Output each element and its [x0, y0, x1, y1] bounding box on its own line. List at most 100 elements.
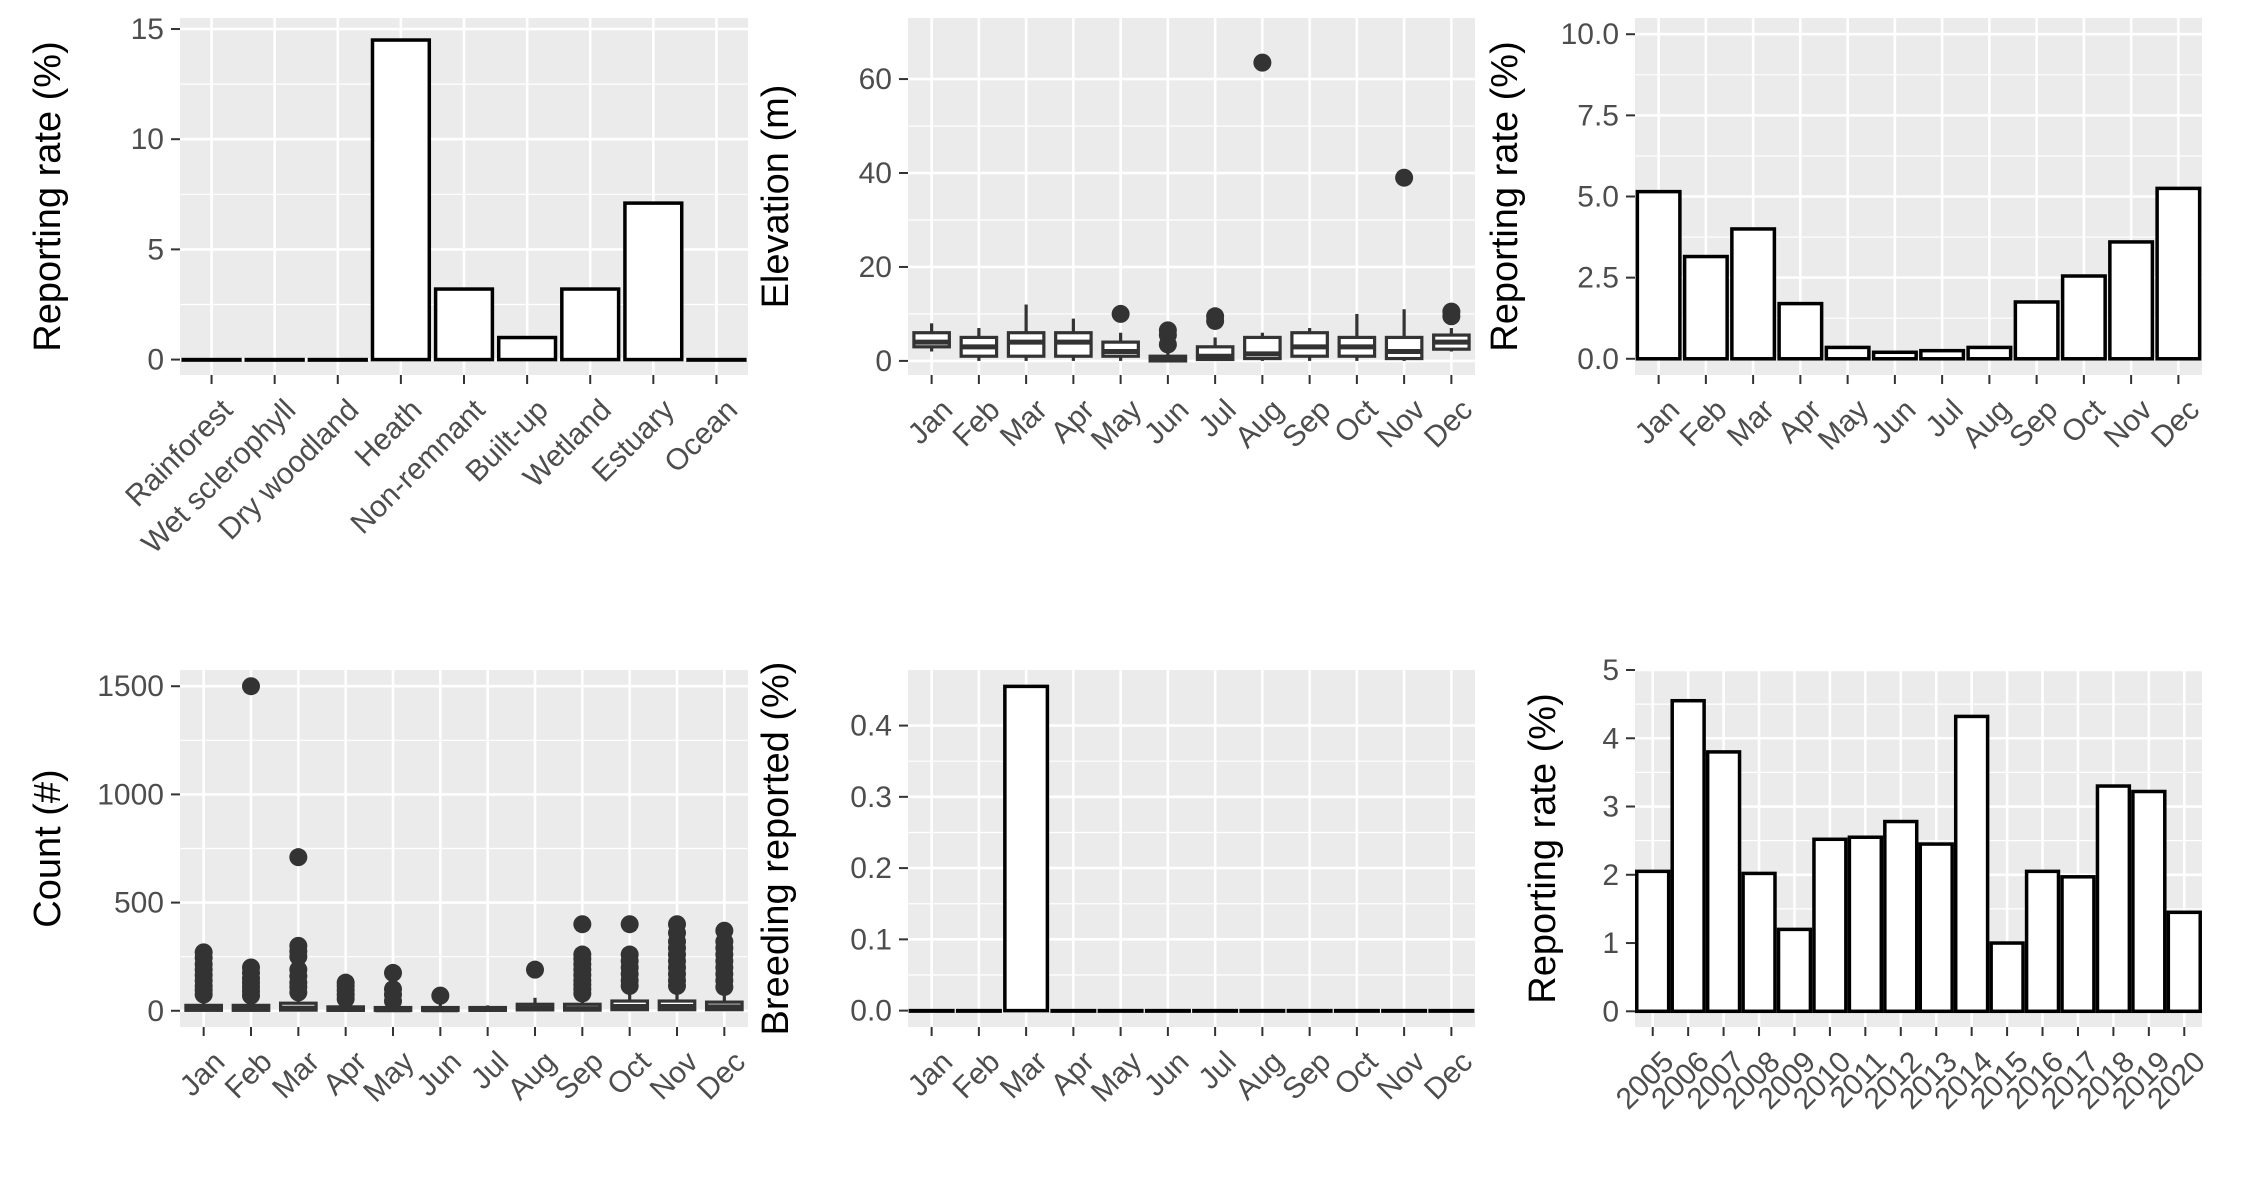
outlier-point-may	[1111, 304, 1130, 323]
y-tick-label: 3	[1602, 791, 1619, 824]
x-tick-label: Mar	[994, 393, 1054, 453]
outlier-point-mar	[289, 960, 308, 979]
outlier-point-aug	[1253, 53, 1272, 72]
x-tick-label: Aug	[1229, 1045, 1290, 1106]
bar-jun	[1144, 1008, 1191, 1013]
bar-aug	[1966, 345, 2013, 361]
bar-built-up	[496, 335, 558, 362]
chart-yearly_rate: 0123452005200620072008200920102011201220…	[1522, 654, 2212, 1116]
x-tick-label: Aug	[1956, 393, 2017, 454]
y-axis-title: Reporting rate (%)	[1484, 41, 1526, 351]
x-tick-label: Feb	[947, 1045, 1007, 1105]
y-tick-label: 0.1	[850, 923, 892, 956]
x-tick-label: Jun	[410, 1045, 468, 1103]
x-tick-label: Aug	[1229, 393, 1290, 454]
y-axis-title: Reporting rate (%)	[27, 41, 69, 351]
outlier-point-jul	[1206, 307, 1225, 326]
bar-sep	[2013, 300, 2060, 361]
x-tick-label: Dec	[1418, 393, 1479, 454]
y-tick-label: 1500	[97, 670, 164, 703]
chart-elevation: 0204060JanFebMarAprMayJunJulAugSepOctNov…	[755, 18, 1479, 457]
x-tick-label: Nov	[1371, 1045, 1432, 1106]
chart-count: 050010001500JanFebMarAprMayJunJulAugSepO…	[27, 670, 752, 1109]
outlier-point-may	[384, 980, 402, 999]
x-tick-label: May	[1085, 1045, 1148, 1108]
panel-background	[908, 18, 1475, 375]
bar-2013	[1918, 842, 1954, 1014]
x-tick-label: Nov	[2098, 393, 2159, 454]
outlier-point-jun	[1158, 321, 1177, 340]
y-tick-label: 10	[131, 123, 164, 156]
outlier-point-jan	[194, 943, 213, 962]
outlier-point-feb	[242, 958, 260, 977]
y-tick-label: 20	[859, 251, 892, 284]
bar-2008	[1741, 871, 1777, 1014]
y-tick-label: 2.5	[1577, 262, 1619, 295]
outlier-point-nov	[668, 915, 686, 934]
y-tick-label: 60	[859, 63, 892, 96]
y-tick-label: 0.0	[850, 995, 892, 1028]
x-tick-label: Oct	[1328, 1045, 1385, 1102]
x-tick-label: Dec	[1418, 1045, 1479, 1106]
x-tick-label: Sep	[2003, 393, 2064, 454]
outlier-point-apr	[336, 973, 355, 992]
x-tick-label: Dec	[2145, 393, 2206, 454]
x-tick-label: Ocean	[658, 393, 744, 479]
bar-mar	[1730, 227, 1777, 361]
outlier-point-may	[384, 963, 402, 982]
bar-dec	[1428, 1008, 1475, 1013]
x-tick-label: Mar	[266, 1045, 326, 1105]
chart-breeding: 0.00.10.20.30.4JanFebMarAprMayJunJulAugS…	[755, 662, 1479, 1109]
bar-may	[1097, 1008, 1144, 1013]
panel-background	[908, 670, 1475, 1027]
bar-estuary	[623, 201, 684, 362]
x-tick-label: Mar	[1721, 393, 1781, 453]
bar-2007	[1705, 750, 1742, 1014]
outlier-point-sep	[573, 945, 592, 964]
x-tick-label: Dec	[691, 1045, 752, 1106]
x-tick-label: May	[1812, 393, 1875, 456]
bar-heath	[370, 38, 432, 362]
x-tick-label: Jan	[902, 1045, 960, 1103]
bar-2009	[1776, 927, 1813, 1014]
bar-jun	[1871, 350, 1918, 361]
bar-feb	[1682, 254, 1729, 361]
bar-2017	[2060, 875, 2096, 1014]
x-tick-label: Jun	[1138, 393, 1196, 451]
bar-aug	[1239, 1008, 1286, 1013]
y-axis-title: Breeding reported (%)	[755, 662, 797, 1036]
x-tick-label: Sep	[549, 1045, 610, 1106]
bar-2014	[1953, 714, 1990, 1014]
outlier-point-oct	[620, 945, 639, 964]
y-tick-label: 0.2	[850, 852, 892, 885]
x-tick-label: Jan	[1629, 393, 1687, 451]
bar-may	[1824, 345, 1871, 361]
bar-non-remnant	[433, 287, 495, 362]
bar-jul	[1919, 348, 1966, 361]
bar-2020	[2166, 910, 2202, 1014]
bar-nov	[1381, 1008, 1428, 1013]
box-nov	[1384, 335, 1424, 361]
bar-2005	[1635, 869, 1671, 1014]
chart-monthly_rate: 0.02.55.07.510.0JanFebMarAprMayJunJulAug…	[1484, 18, 2206, 457]
bar-ocean	[686, 357, 747, 362]
x-tick-label: Sep	[1276, 1045, 1337, 1106]
x-tick-label: Oct	[2055, 393, 2112, 450]
x-tick-label: Nov	[644, 1045, 705, 1106]
x-tick-label: Jun	[1865, 393, 1923, 451]
outlier-point-dec	[715, 921, 734, 940]
x-tick-label: Aug	[502, 1045, 563, 1106]
x-tick-label: Feb	[1674, 393, 1734, 453]
outlier-point-mar	[289, 936, 308, 955]
bar-2015	[1989, 941, 2025, 1014]
y-tick-label: 5	[1602, 654, 1619, 687]
bar-mar	[1003, 684, 1050, 1013]
y-tick-label: 1	[1602, 927, 1619, 960]
y-tick-label: 2	[1602, 859, 1619, 892]
y-tick-label: 0	[875, 345, 892, 378]
bar-2006	[1670, 698, 1706, 1014]
y-axis-title: Count (#)	[27, 769, 69, 927]
outlier-point-mar	[289, 848, 308, 867]
y-tick-label: 500	[114, 887, 164, 920]
